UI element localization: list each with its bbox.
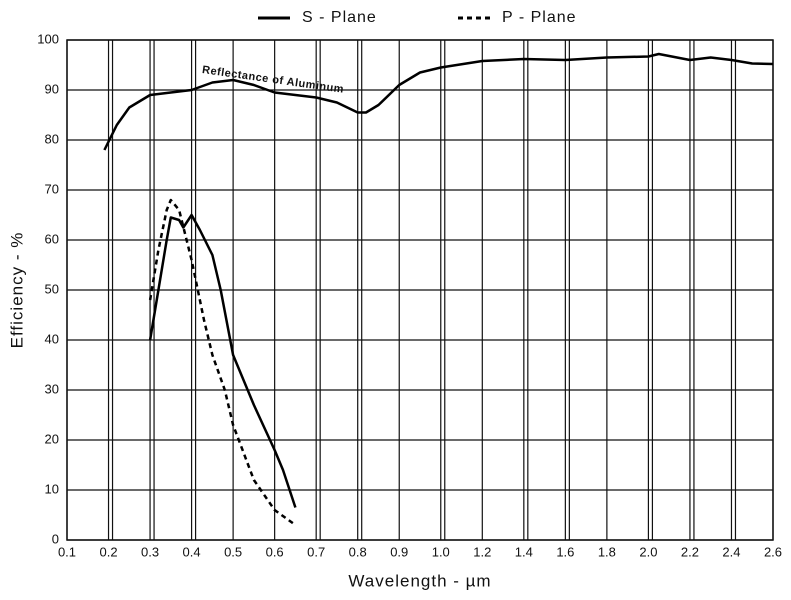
x-tick-label: 0.8	[349, 544, 367, 559]
y-tick-label: 80	[45, 131, 59, 146]
y-tick-label: 20	[45, 431, 59, 446]
y-tick-label: 0	[52, 531, 59, 546]
y-axis-title: Efficiency - %	[7, 232, 26, 349]
plot-frame	[66, 39, 774, 541]
x-tick-label: 2.2	[681, 544, 699, 559]
x-tick-label: 1.4	[515, 544, 533, 559]
x-axis-title: Wavelength - µm	[348, 571, 491, 590]
legend-label: S - Plane	[302, 9, 377, 26]
series-line	[103, 52, 774, 151]
x-tick-label: 0.2	[99, 544, 117, 559]
x-tick-label: 1.2	[473, 544, 491, 559]
x-tick-label: 1.8	[598, 544, 616, 559]
y-tick-label: 70	[45, 181, 59, 196]
y-tick-label: 30	[45, 381, 59, 396]
series-line	[148, 198, 297, 527]
y-tick-label: 10	[45, 481, 59, 496]
x-tick-label: 0.1	[58, 544, 76, 559]
legend-label: P - Plane	[502, 9, 577, 26]
x-tick-label: 0.9	[390, 544, 408, 559]
y-tick-label: 40	[45, 331, 59, 346]
x-tick-label: 0.5	[224, 544, 242, 559]
x-tick-label: 0.4	[183, 544, 201, 559]
y-tick-label: 60	[45, 231, 59, 246]
y-tick-label: 50	[45, 281, 59, 296]
x-tick-label: 2.0	[639, 544, 657, 559]
x-tick-label: 0.6	[266, 544, 284, 559]
x-tick-label: 2.6	[764, 544, 782, 559]
x-tick-label: 1.6	[556, 544, 574, 559]
x-tick-label: 0.7	[307, 544, 325, 559]
series-line	[148, 213, 297, 508]
x-tick-label: 0.3	[141, 544, 159, 559]
x-tick-label: 2.4	[722, 544, 740, 559]
y-tick-label: 100	[37, 31, 59, 46]
x-tick-label: 1.0	[432, 544, 450, 559]
y-tick-label: 90	[45, 81, 59, 96]
